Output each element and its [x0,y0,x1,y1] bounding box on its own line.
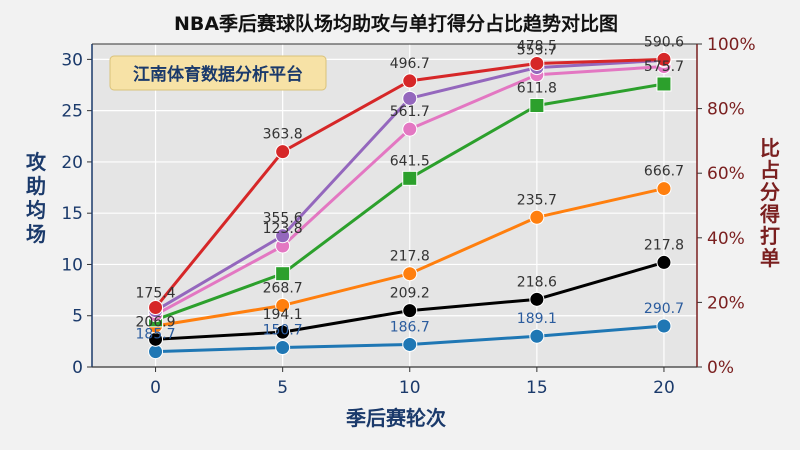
data-label: 478.5 [517,38,557,54]
data-label: 218.6 [517,274,557,290]
series-2-point [656,181,672,197]
y-left-tick-label: 20 [61,153,83,173]
y-right-tick-label: 40% [707,229,745,249]
series-3-point [656,76,672,92]
data-label: 611.8 [517,81,557,97]
series-1-point [402,303,418,319]
series-3-point [529,98,545,114]
data-label: 217.8 [390,249,430,265]
series-6-point [656,51,672,67]
y-left-title-text: 攻助均场 [26,150,47,246]
series-2-point [529,209,545,225]
series-1-point [656,254,672,270]
y-left-tick-label: 30 [61,50,83,70]
data-label: 186.7 [390,319,430,335]
series-2-point [402,266,418,282]
y-left-tick-label: 10 [61,255,83,275]
series-5-point [402,90,418,106]
series-3-point [402,170,418,186]
series-3-point [275,266,291,282]
y-right-tick-label: 0% [707,358,734,378]
x-tick-label: 0 [150,378,161,398]
data-label: 194.1 [263,307,303,323]
series-0-point [529,328,545,344]
data-label: 561.7 [390,104,430,120]
data-label: 575.7 [644,59,684,75]
x-axis-title: 季后赛轮次 [345,406,446,430]
y-right-tick-label: 20% [707,293,745,313]
series-5-point [275,228,291,244]
series-layer [148,51,672,360]
data-label: 590.6 [644,34,684,50]
data-label: 150.7 [263,323,303,339]
y-left-tick-label: 5 [72,307,83,327]
data-label: 235.7 [517,192,557,208]
data-label: 553.7 [517,43,557,59]
data-label: 666.7 [644,164,684,180]
watermark-text: 江南体育数据分析平台 [133,64,303,85]
series-1-point [529,291,545,307]
series-0-point [402,336,418,352]
data-label: 185.7 [136,327,176,343]
series-0-point [656,318,672,334]
x-tick-label: 20 [653,378,675,398]
series-6-point [148,300,164,316]
data-label: 363.8 [263,127,303,143]
data-label: 206.9 [136,314,176,330]
series-6-point [275,144,291,160]
y-right-title-text: 比占分得打单 [759,136,780,270]
data-label: 268.7 [263,280,303,296]
y-left-tick-label: 25 [61,102,83,122]
y-axis-right-title: 比占分得打单 [759,136,780,270]
chart-title: NBA季后赛球队场均助攻与单打得分占比趋势对比图 [174,12,618,35]
data-label: 355.6 [263,211,303,227]
watermark-box: 江南体育数据分析平台 [109,55,327,91]
x-tick-label: 5 [277,378,288,398]
series-4-point [402,121,418,137]
series-0-point [275,340,291,356]
y-right-tick-label: 100% [707,35,756,55]
y-left-tick-label: 15 [61,204,83,224]
series-1-point [275,324,291,340]
y-left-tick-label: 0 [72,358,83,378]
data-label: 217.8 [644,237,684,253]
x-tick-label: 15 [526,378,548,398]
data-label: 209.2 [390,286,430,302]
x-tick-label: 10 [399,378,421,398]
series-2-point [275,297,291,313]
data-label: 175.4 [136,286,176,302]
data-label: 641.5 [390,153,430,169]
data-label: 290.7 [644,301,684,317]
series-6-point [402,73,418,89]
axes: 0 5 10 15 20 0 5 10 15 20 25 30 0% 20% 40% 60% 80% 100% [61,35,755,398]
data-labels: 185.7 150.7 186.7 189.1 290.7 206.9 194.1 209.2… [136,34,685,342]
y-right-tick-label: 60% [707,164,745,184]
data-label: 496.7 [390,56,430,72]
data-label: 189.1 [517,311,557,327]
y-axis-left-title: 攻助均场 [26,150,47,246]
data-label: 123.8 [263,221,303,237]
series-6-point [529,55,545,71]
y-right-tick-label: 80% [707,100,745,120]
